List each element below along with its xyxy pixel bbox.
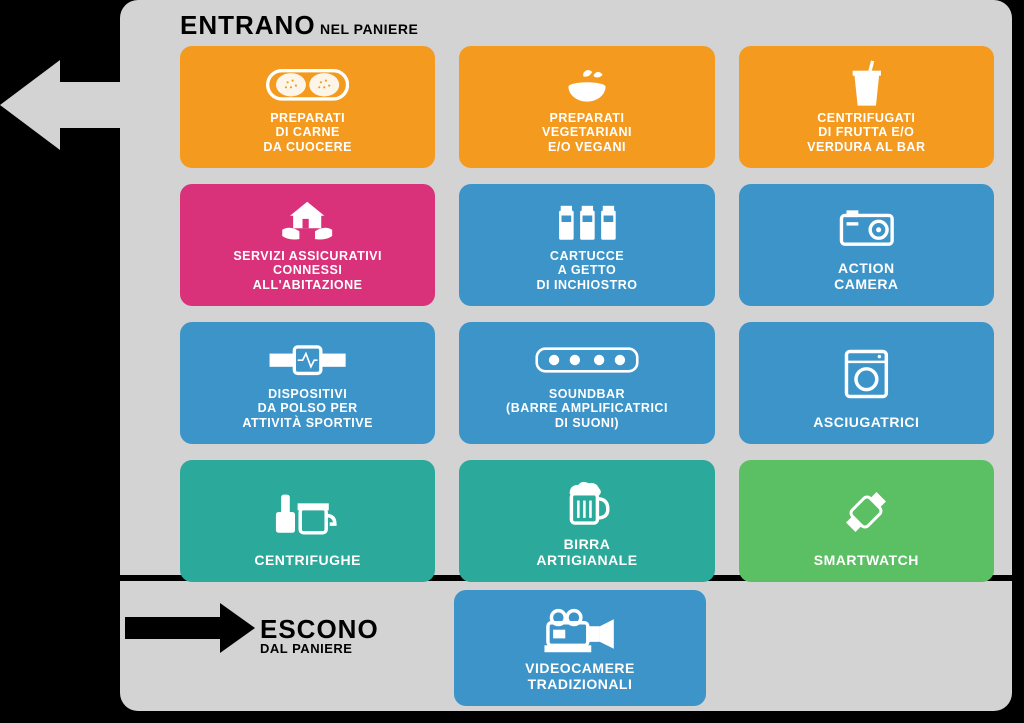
tile-label-videocam: VIDEOCAMERETRADIZIONALI (525, 660, 635, 692)
tile-actioncam: ACTIONCAMERA (739, 184, 994, 306)
tile-videocam: VIDEOCAMERETRADIZIONALI (454, 590, 706, 706)
tile-craftbeer: BIRRAARTIGIANALE (459, 460, 714, 582)
tile-smartwatch: SMARTWATCH (739, 460, 994, 582)
tile-label-veg: PREPARATIVEGETARIANIE/O VEGANI (542, 111, 632, 154)
ink-cartridges-icon (551, 196, 624, 249)
centrifuge-icon (269, 472, 347, 552)
action-camera-icon (833, 196, 901, 260)
salad-bowl-icon (561, 58, 613, 111)
tile-dryer: ASCIUGATRICI (739, 322, 994, 444)
tiles-grid: PREPARATIDI CARNEDA CUOCERE PREPARATIVEGE… (180, 46, 994, 582)
tile-ink: CARTUCCEA GETTODI INCHIOSTRO (459, 184, 714, 306)
tile-label-centrifuge: CENTRIFUGHE (254, 552, 361, 568)
cup-straw-icon (846, 58, 888, 111)
tile-veg: PREPARATIVEGETARIANIE/O VEGANI (459, 46, 714, 168)
tile-label-juice: CENTRIFUGATIDI FRUTTA E/OVERDURA AL BAR (807, 111, 925, 154)
tile-label-ink: CARTUCCEA GETTODI INCHIOSTRO (537, 249, 638, 292)
tile-centrifuge: CENTRIFUGHE (180, 460, 435, 582)
soundbar-icon (535, 334, 639, 387)
dryer-icon (843, 334, 890, 414)
header-escono-big: ESCONO (260, 614, 379, 644)
videocamera-icon (541, 602, 619, 660)
tile-label-insurance: SERVIZI ASSICURATIVICONNESSIALL'ABITAZIO… (233, 249, 382, 292)
header-escono: ESCONO DAL PANIERE (260, 614, 379, 656)
arrow-in-icon (0, 60, 135, 150)
tile-label-smartwatch: SMARTWATCH (814, 552, 919, 568)
house-hands-icon (276, 196, 338, 249)
header-entrano-small: NEL PANIERE (320, 21, 418, 37)
tile-label-meat: PREPARATIDI CARNEDA CUOCERE (263, 111, 352, 154)
arrow-out-icon (125, 603, 255, 653)
meat-patties-icon (266, 58, 349, 111)
wrist-device-icon (266, 334, 349, 387)
tile-meat: PREPARATIDI CARNEDA CUOCERE (180, 46, 435, 168)
tile-label-soundbar: SOUNDBAR(BARRE AMPLIFICATRICIDI SUONI) (506, 387, 668, 430)
header-entrano: ENTRANO NEL PANIERE (180, 10, 418, 41)
tile-soundbar: SOUNDBAR(BARRE AMPLIFICATRICIDI SUONI) (459, 322, 714, 444)
beer-mug-icon (561, 472, 613, 536)
smartwatch-icon (840, 472, 892, 552)
header-entrano-big: ENTRANO (180, 10, 316, 40)
tile-juice: CENTRIFUGATIDI FRUTTA E/OVERDURA AL BAR (739, 46, 994, 168)
tile-insurance: SERVIZI ASSICURATIVICONNESSIALL'ABITAZIO… (180, 184, 435, 306)
tile-label-dryer: ASCIUGATRICI (813, 414, 919, 430)
tile-label-wristdev: DISPOSITIVIDA POLSO PERATTIVITÀ SPORTIVE (242, 387, 373, 430)
tile-label-craftbeer: BIRRAARTIGIANALE (536, 536, 637, 568)
tile-label-actioncam: ACTIONCAMERA (834, 260, 898, 292)
tile-wristdev: DISPOSITIVIDA POLSO PERATTIVITÀ SPORTIVE (180, 322, 435, 444)
